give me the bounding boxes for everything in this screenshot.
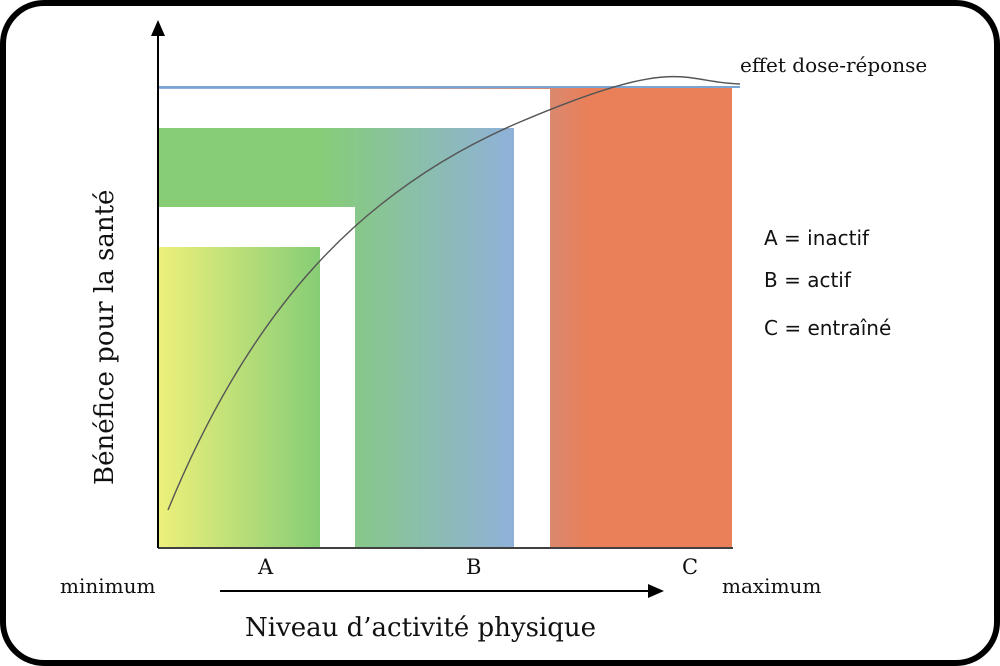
x-axis-arrow-head xyxy=(648,584,664,598)
curve-label: effet dose-réponse xyxy=(740,53,927,77)
dose-response-diagram: effet dose-réponse A B C minimum maximum… xyxy=(60,20,927,643)
x-max-label: maximum xyxy=(722,574,821,598)
legend-item-c: C = entraîné xyxy=(764,316,891,340)
level-label-a: A xyxy=(257,555,274,579)
level-label-c: C xyxy=(682,555,698,579)
dose-response-curve xyxy=(167,75,741,511)
level-label-b: B xyxy=(466,555,481,579)
legend-item-b: B = actif xyxy=(764,268,852,292)
x-axis-title: Niveau d’activité physique xyxy=(245,613,596,643)
legend-item-a: A = inactif xyxy=(764,226,870,250)
y-axis-arrow xyxy=(151,20,165,36)
y-axis-title: Bénéfice pour la santé xyxy=(90,190,120,485)
level-a-region xyxy=(158,247,320,547)
x-min-label: minimum xyxy=(60,574,155,598)
